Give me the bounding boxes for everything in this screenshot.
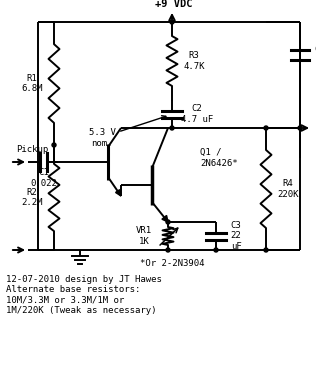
Circle shape [170, 126, 174, 130]
Circle shape [264, 126, 268, 130]
Text: R3
4.7K: R3 4.7K [183, 51, 205, 71]
Circle shape [214, 248, 218, 252]
Text: +9 VDC: +9 VDC [155, 0, 193, 9]
Text: R4
220K: R4 220K [277, 179, 299, 199]
Circle shape [298, 126, 302, 130]
Text: C1
0.022: C1 0.022 [31, 168, 58, 188]
Circle shape [170, 20, 174, 24]
Circle shape [52, 143, 56, 147]
Polygon shape [116, 190, 121, 196]
Text: R1
6.8M: R1 6.8M [21, 74, 43, 93]
Text: C2
4.7 uF: C2 4.7 uF [181, 104, 213, 124]
Text: C4
10: C4 10 [315, 45, 316, 65]
Circle shape [166, 248, 170, 252]
Text: Q1 /
2N6426*: Q1 / 2N6426* [200, 148, 238, 168]
Text: *Or 2-2N3904: *Or 2-2N3904 [140, 260, 204, 269]
Text: 5.3 V
nom.: 5.3 V nom. [88, 128, 115, 148]
Text: VR1
1K: VR1 1K [136, 226, 152, 246]
Polygon shape [162, 215, 168, 222]
Text: R2
2.2M: R2 2.2M [21, 188, 43, 207]
Circle shape [166, 220, 170, 224]
Text: Pickup: Pickup [16, 146, 48, 155]
Text: 12-07-2010 design by JT Hawes
Alternate base resistors:
10M/3.3M or 3.3M/1M or
1: 12-07-2010 design by JT Hawes Alternate … [6, 275, 162, 315]
Circle shape [264, 248, 268, 252]
Text: C3
22
uF: C3 22 uF [231, 221, 241, 251]
